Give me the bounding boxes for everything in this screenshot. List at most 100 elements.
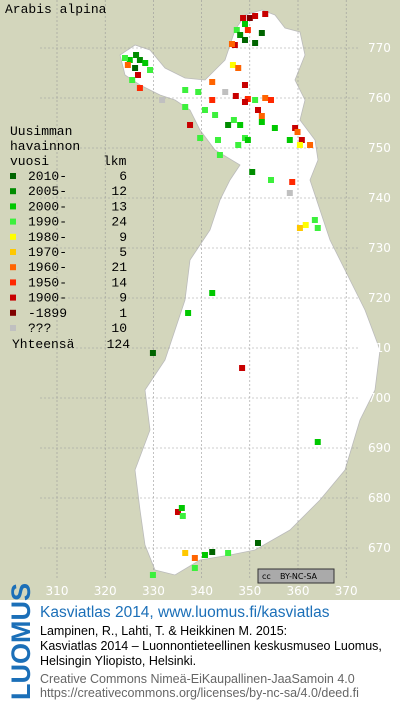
legend-label: 1960- (28, 260, 67, 275)
occurrence-square (124, 62, 131, 68)
y-tick-label: 740 (368, 191, 391, 205)
occurrence-square (201, 107, 208, 113)
legend-swatch (10, 173, 16, 179)
occurrence-square (216, 152, 223, 158)
occurrence-square (252, 13, 259, 19)
legend-label: 2000- (28, 199, 67, 214)
occurrence-square (286, 190, 293, 196)
occurrence-square (178, 505, 185, 511)
legend-swatch (10, 249, 16, 255)
occurrence-square (201, 552, 208, 558)
legend-count: 9 (119, 230, 127, 245)
legend-count: 13 (111, 199, 127, 214)
legend-header: havainnon (10, 139, 80, 154)
y-tick-label: 720 (368, 291, 391, 305)
occurrence-square (185, 310, 192, 316)
occurrence-square (246, 15, 253, 21)
occurrence-layer (121, 11, 321, 578)
occurrence-square (296, 225, 303, 231)
occurrence-square (294, 129, 301, 135)
occurrence-square (314, 439, 321, 445)
legend-label: 1970- (28, 245, 67, 260)
y-tick-label: 750 (368, 141, 391, 155)
occurrence-square (241, 37, 248, 43)
occurrence-square (296, 142, 303, 148)
occurrence-square (237, 122, 244, 128)
license-line: Creative Commons Nimeä-EiKaupallinen-Jaa… (40, 672, 355, 686)
x-tick-label: 360 (287, 584, 310, 598)
occurrence-square (136, 57, 143, 63)
legend-header: vuosi (10, 154, 49, 169)
occurrence-square (268, 177, 275, 183)
legend-count: 6 (119, 169, 127, 184)
x-tick-label: 370 (335, 584, 358, 598)
occurrence-square (121, 55, 128, 61)
occurrence-square (314, 225, 321, 231)
legend-header: Uusimman (10, 124, 72, 139)
occurrence-square (197, 135, 204, 141)
occurrence-square (241, 21, 248, 27)
occurrence-square (244, 27, 251, 33)
occurrence-square (240, 15, 247, 21)
occurrence-square (232, 93, 239, 99)
grid: 310 320 330 340 350 360 370 670 680 690 700 710 720 7… (40, 0, 391, 598)
total-label: Yhteensä (12, 337, 75, 352)
x-tick-label: 340 (190, 584, 213, 598)
badge-license: BY-NC-SA (280, 572, 318, 581)
occurrence-square (311, 217, 318, 223)
legend-count: 12 (111, 184, 127, 199)
occurrence-square (262, 95, 269, 101)
occurrence-square (254, 107, 261, 113)
legend-swatch (10, 325, 16, 331)
occurrence-square (142, 60, 149, 66)
legend-count: 21 (111, 260, 127, 275)
occurrence-square (289, 179, 296, 185)
legend-swatch (10, 264, 16, 271)
occurrence-square (182, 104, 189, 110)
legend-count: 24 (111, 215, 127, 230)
occurrence-square (195, 89, 202, 95)
legend-swatch (10, 188, 16, 195)
occurrence-square (307, 142, 314, 148)
occurrence-square (136, 85, 143, 91)
occurrence-square (129, 77, 136, 83)
logo: LUOMUS (6, 583, 36, 700)
occurrence-square (209, 97, 216, 103)
x-tick-label: 350 (238, 584, 261, 598)
map-title: Arabis alpina (5, 2, 107, 17)
occurrence-square (271, 125, 278, 131)
x-tick-label: 320 (94, 584, 117, 598)
occurrence-square (174, 509, 181, 515)
occurrence-square (149, 572, 156, 578)
occurrence-square (258, 113, 265, 119)
legend-count: 5 (119, 245, 127, 260)
y-tick-label: 770 (368, 41, 391, 55)
legend-count-header: lkm (103, 154, 127, 169)
occurrence-square (244, 137, 251, 143)
occurrence-square (147, 67, 154, 73)
legend-count: 14 (111, 275, 127, 290)
occurrence-square (254, 540, 261, 546)
occurrence-square (179, 513, 186, 519)
occurrence-square (292, 125, 299, 131)
occurrence-square (241, 99, 248, 105)
occurrence-square (235, 142, 242, 148)
occurrence-square (249, 169, 256, 175)
legend-label: 1950- (28, 275, 67, 290)
occurrence-square (252, 40, 259, 46)
y-tick-label: 710 (368, 341, 391, 355)
occurrence-square (149, 350, 156, 356)
legend-label: -1899 (28, 306, 67, 321)
occurrence-square (209, 290, 216, 296)
legend-label: 2005- (28, 184, 67, 199)
y-tick-label: 700 (368, 391, 391, 405)
occurrence-square (126, 57, 133, 63)
legend-swatch (10, 218, 16, 225)
occurrence-square (159, 97, 166, 103)
occurrence-square (191, 555, 198, 561)
occurrence-square (209, 549, 216, 555)
occurrence-square (132, 65, 139, 71)
y-tick-label: 690 (368, 441, 391, 455)
